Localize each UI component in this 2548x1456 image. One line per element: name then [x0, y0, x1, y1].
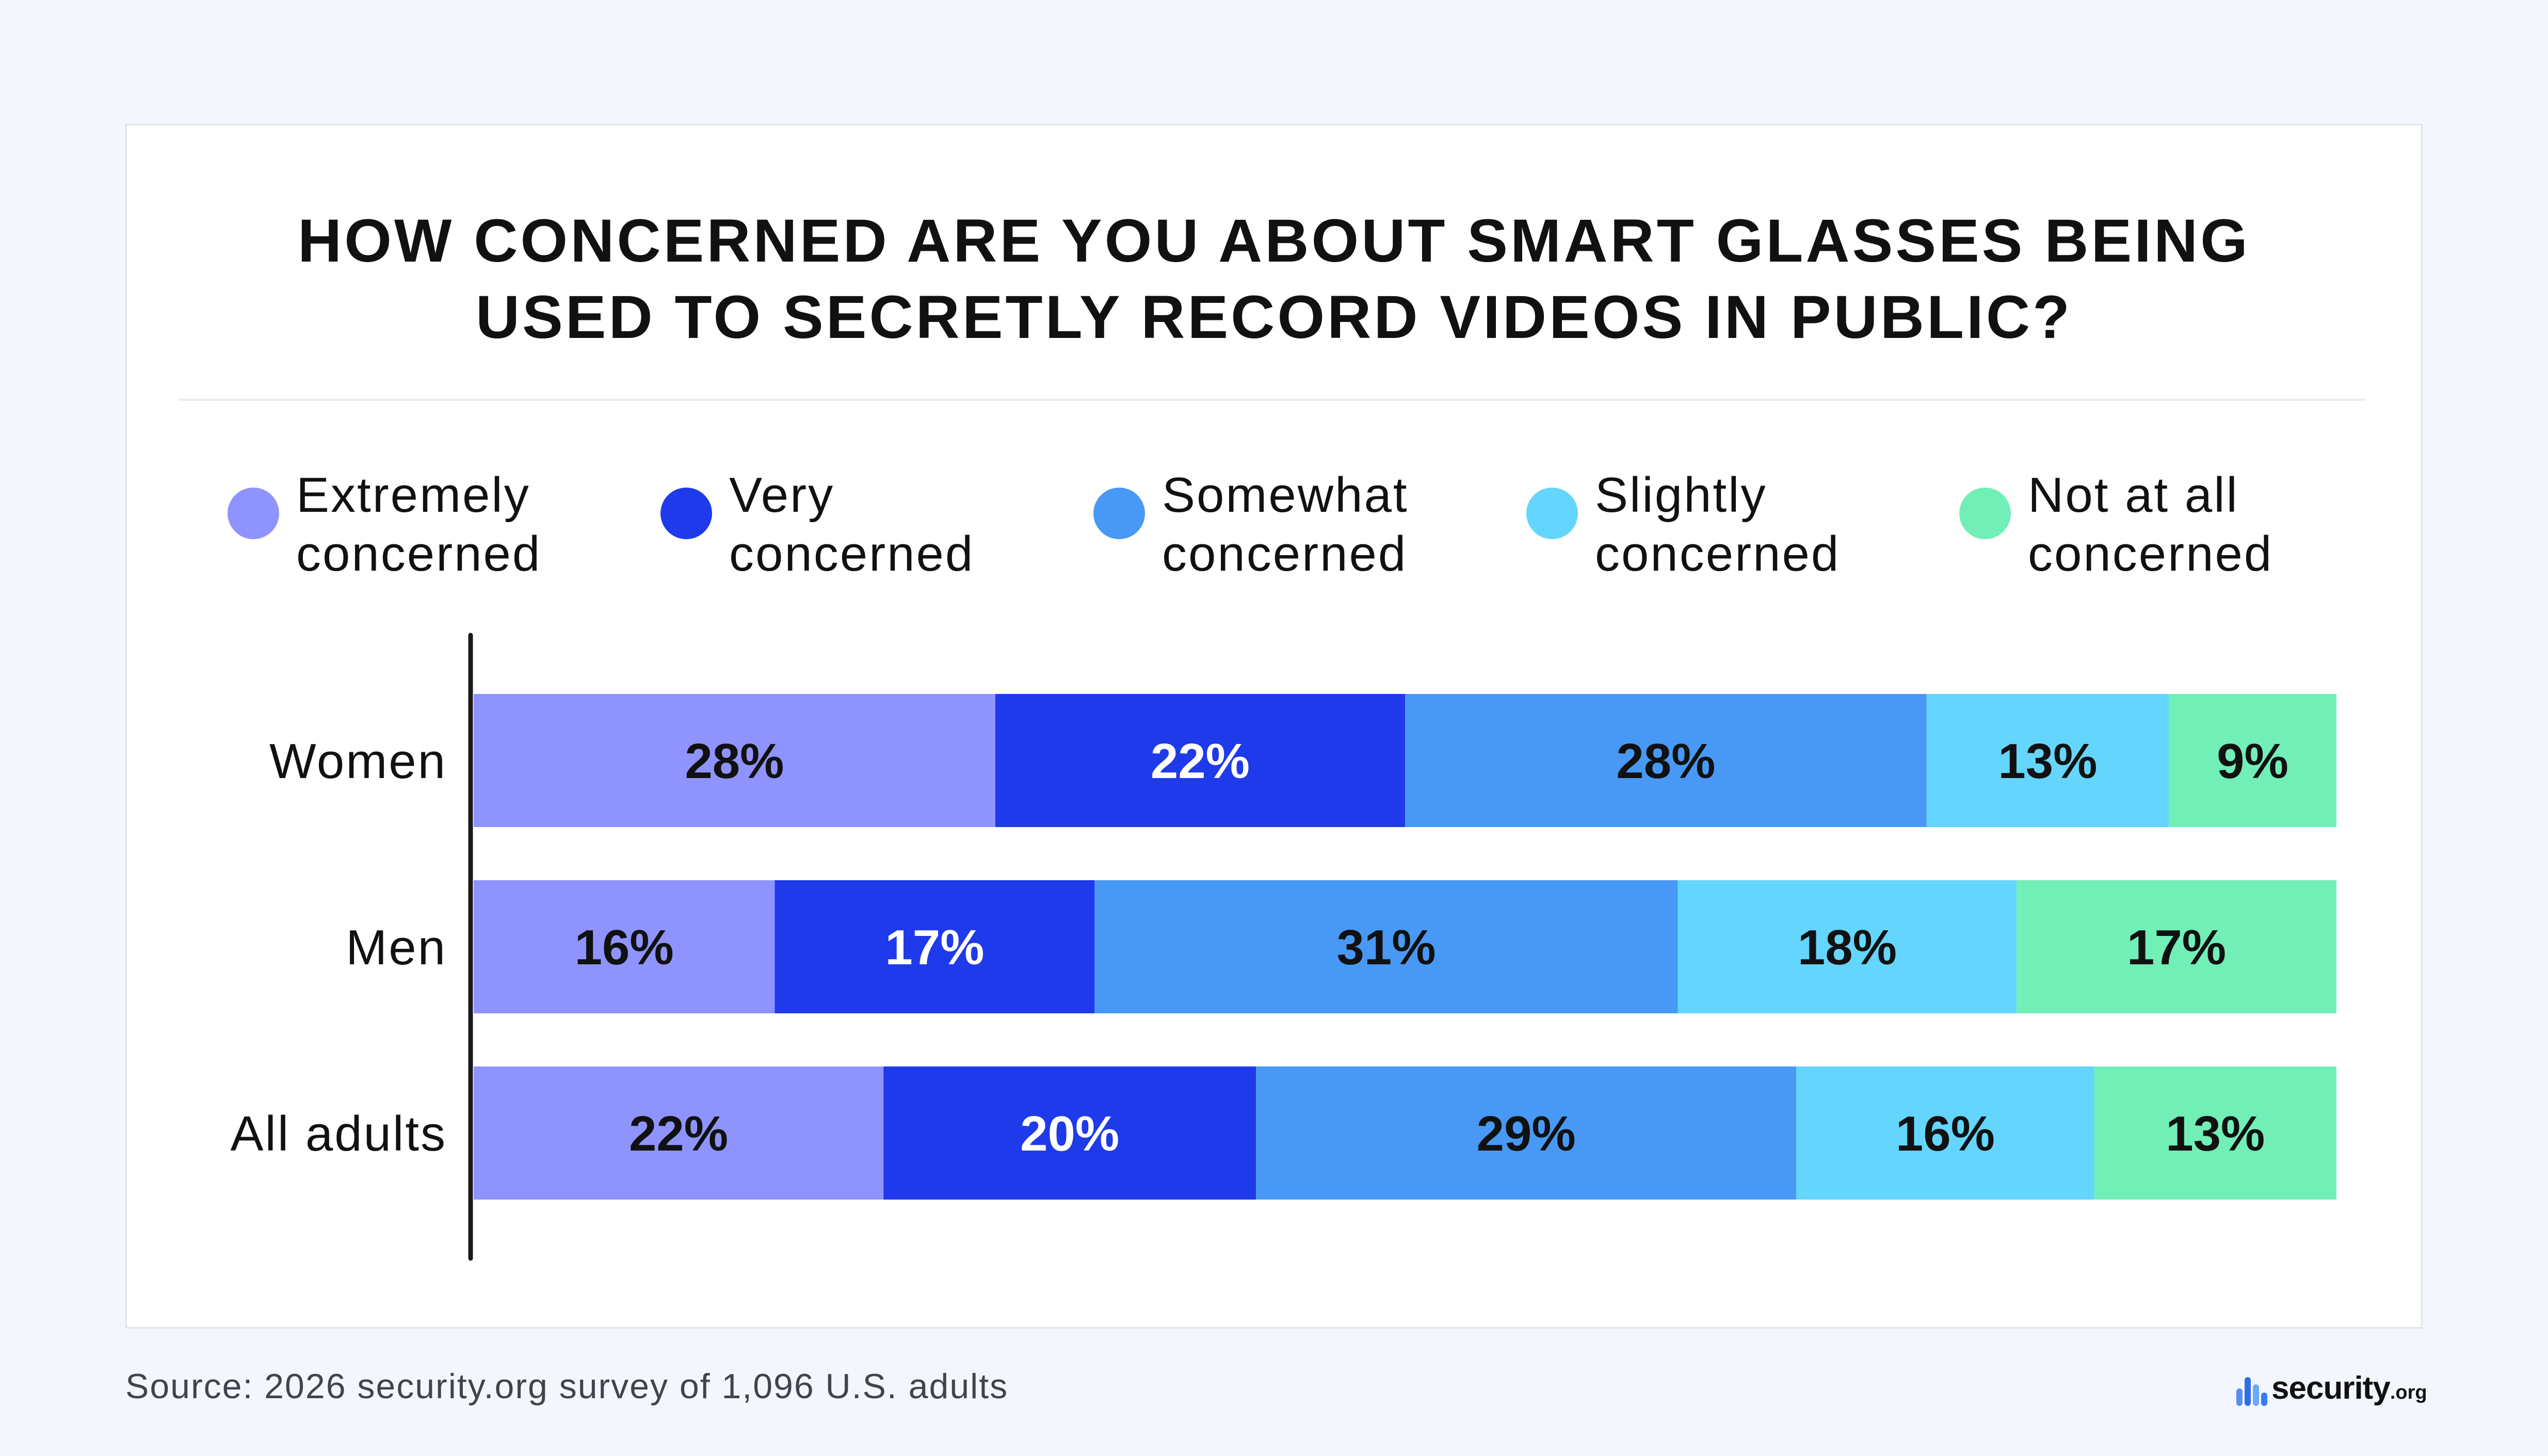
- bar-segment: [2169, 694, 2336, 827]
- bar-segment: [2017, 880, 2336, 1013]
- logo-bars-icon: [2236, 1375, 2267, 1406]
- bar-segment: [1678, 880, 2017, 1013]
- category-label: Men: [346, 920, 447, 975]
- brand-logo: security.org: [2236, 1370, 2432, 1411]
- data-label: 28%: [1616, 734, 1715, 789]
- data-label: 16%: [1896, 1106, 1995, 1161]
- title-divider: [179, 399, 2365, 401]
- legend-swatch: [1526, 488, 1578, 539]
- legend-swatch: [228, 488, 279, 539]
- data-label: 13%: [1998, 734, 2097, 789]
- bar-segment: [1796, 1066, 2094, 1200]
- legend-swatch: [1959, 488, 2011, 539]
- legend-label: Not at all concerned: [2028, 467, 2273, 581]
- chart-title: HOW CONCERNED ARE YOU ABOUT SMART GLASSE…: [298, 207, 2250, 351]
- brand-name: security.org: [2271, 1370, 2427, 1406]
- bar-segment: [474, 880, 775, 1013]
- stacked-bar-chart: 28% 22% 28% 13% 9% Women 16% 17% 31% 18% 17% Men 22%…: [230, 633, 2336, 1261]
- data-label: 18%: [1798, 920, 1897, 975]
- data-label: 17%: [2127, 920, 2226, 975]
- bar-segment: [2094, 1066, 2336, 1200]
- data-label: 20%: [1020, 1106, 1119, 1161]
- bar-segment: [474, 1066, 884, 1200]
- bar-segment: [883, 1066, 1256, 1200]
- brand-name-suffix: .org: [2390, 1382, 2427, 1403]
- data-label: 28%: [685, 734, 784, 789]
- bar-segment: [1405, 694, 1927, 827]
- data-label: 22%: [1151, 734, 1250, 789]
- legend-swatch: [660, 488, 712, 539]
- bar-segment: [995, 694, 1405, 827]
- source-note: Source: 2026 security.org survey of 1,09…: [125, 1367, 1009, 1406]
- brand-name-main: security: [2271, 1370, 2391, 1406]
- bar-segment: [1926, 694, 2169, 827]
- category-label: All adults: [230, 1106, 447, 1161]
- data-label: 29%: [1477, 1106, 1576, 1161]
- category-label: Women: [269, 734, 447, 789]
- legend-label: Very concerned: [729, 467, 975, 581]
- bar-segment: [775, 880, 1095, 1013]
- chart-card: HOW CONCERNED ARE YOU ABOUT SMART GLASSE…: [125, 124, 2423, 1329]
- legend-label: Somewhat concerned: [1162, 467, 1409, 581]
- bar-segment: [1256, 1066, 1797, 1200]
- bar-segment: [1094, 880, 1678, 1013]
- legend-label: Extremely concerned: [296, 467, 542, 581]
- data-label: 13%: [2166, 1106, 2265, 1161]
- data-label: 31%: [1336, 920, 1436, 975]
- data-label: 16%: [575, 920, 674, 975]
- data-label: 22%: [629, 1106, 728, 1161]
- data-label: 17%: [885, 920, 984, 975]
- legend-swatch: [1093, 488, 1145, 539]
- legend-label: Slightly concerned: [1595, 467, 1841, 581]
- bar-segment: [474, 694, 995, 827]
- data-label: 9%: [2217, 734, 2288, 789]
